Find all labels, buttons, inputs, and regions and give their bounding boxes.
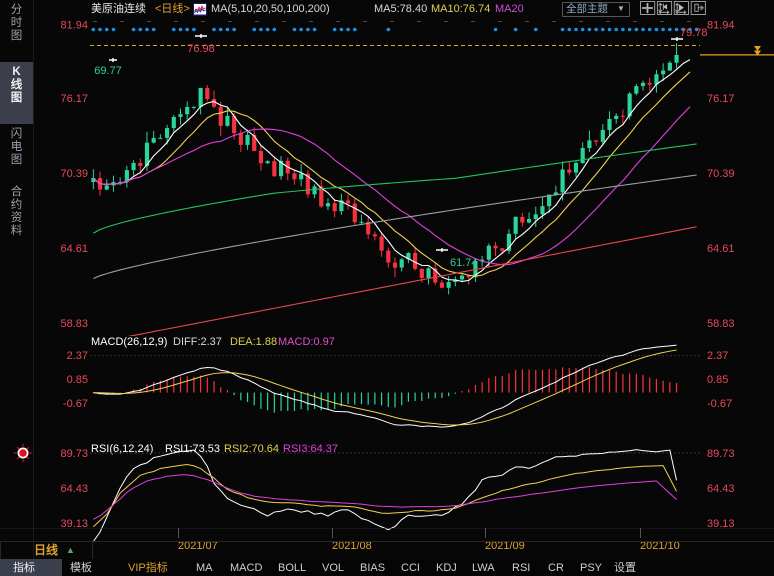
svg-text:79.78: 79.78	[680, 27, 708, 39]
svg-text:76.98: 76.98	[187, 43, 215, 55]
svg-text:2.37: 2.37	[707, 350, 728, 362]
svg-text:58.83: 58.83	[707, 318, 735, 330]
svg-text:69.77: 69.77	[94, 65, 122, 77]
svg-text:DIFF:2.37: DIFF:2.37	[173, 336, 222, 348]
svg-text:-0.67: -0.67	[63, 398, 88, 410]
svg-text:64.61: 64.61	[707, 243, 735, 255]
svg-text:81.94: 81.94	[60, 20, 88, 32]
svg-text:70.39: 70.39	[707, 168, 735, 180]
svg-text:81.94: 81.94	[707, 20, 735, 32]
svg-text:70.39: 70.39	[60, 168, 88, 180]
svg-text:-0.67: -0.67	[707, 398, 732, 410]
svg-text:89.73: 89.73	[60, 448, 88, 460]
svg-text:64.43: 64.43	[60, 483, 88, 495]
svg-text:MACD:0.97: MACD:0.97	[278, 336, 335, 348]
svg-text:76.17: 76.17	[60, 93, 88, 105]
svg-text:58.83: 58.83	[60, 318, 88, 330]
svg-text:64.43: 64.43	[707, 483, 735, 495]
svg-text:61.74: 61.74	[450, 257, 478, 269]
svg-text:2.37: 2.37	[67, 350, 88, 362]
svg-text:0.85: 0.85	[67, 374, 88, 386]
svg-text:89.73: 89.73	[707, 448, 735, 460]
svg-text:MACD(26,12,9): MACD(26,12,9)	[91, 336, 167, 348]
svg-text:0.85: 0.85	[707, 374, 728, 386]
svg-text:76.17: 76.17	[707, 93, 735, 105]
svg-text:64.61: 64.61	[60, 243, 88, 255]
svg-text:DEA:1.88: DEA:1.88	[230, 336, 277, 348]
